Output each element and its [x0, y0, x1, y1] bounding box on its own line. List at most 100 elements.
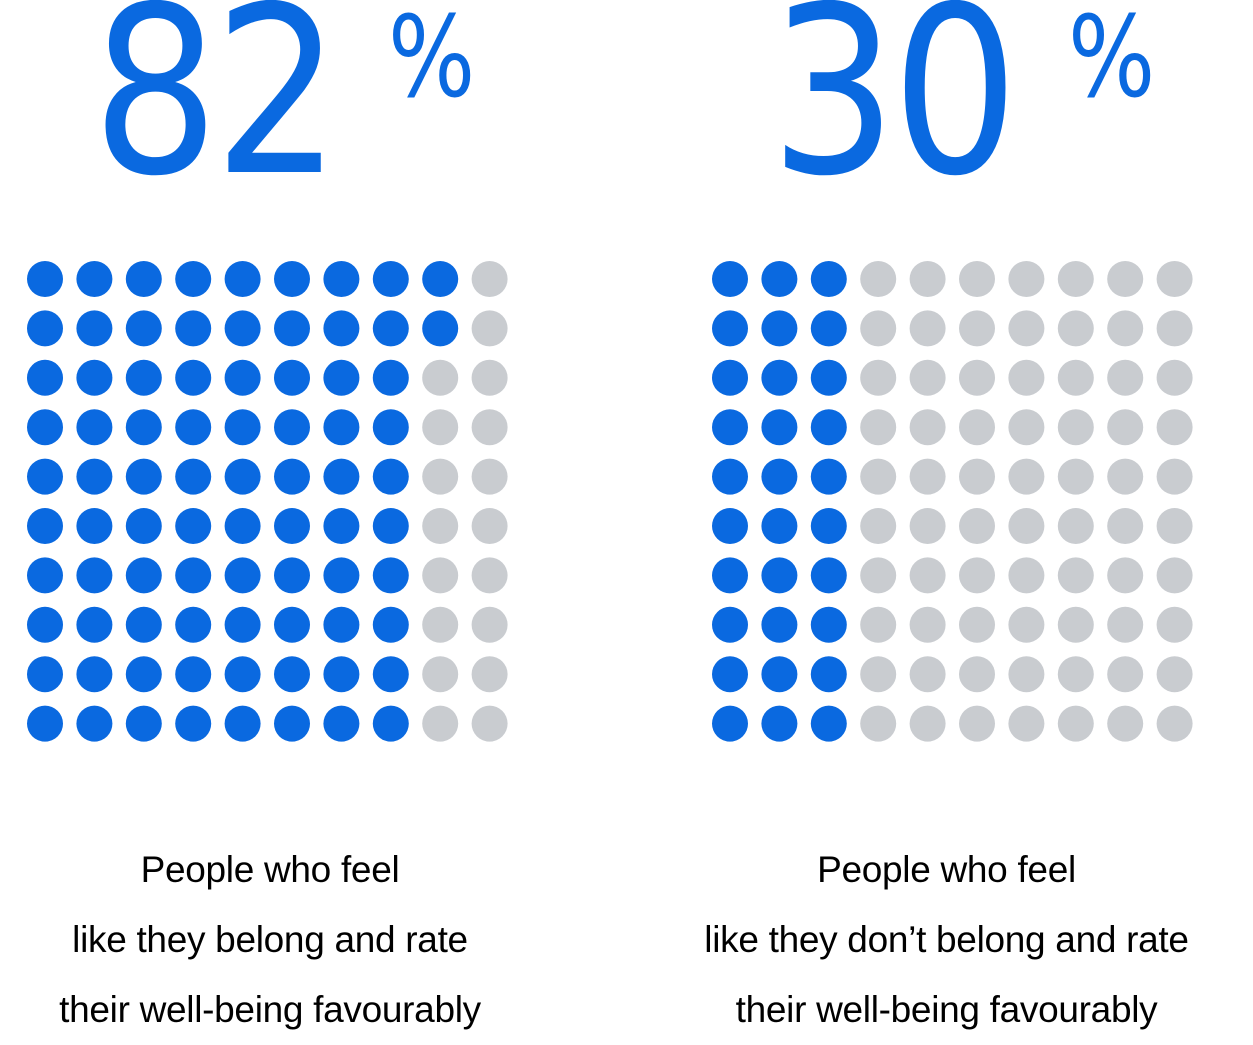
waffle-dot-filled	[224, 458, 261, 495]
waffle-dot-filled	[224, 508, 261, 544]
waffle-svg	[712, 261, 1193, 742]
waffle-dot-filled	[175, 557, 212, 594]
waffle-dot-empty	[471, 606, 508, 643]
waffle-dot-empty	[1008, 656, 1045, 693]
waffle-dot-empty	[909, 310, 946, 347]
waffle-dot-empty	[1057, 705, 1094, 742]
waffle-dot-empty	[1057, 409, 1094, 446]
waffle-dot-filled	[810, 656, 847, 693]
waffle-dot-empty	[422, 705, 459, 742]
waffle-dot-filled	[712, 656, 748, 693]
waffle-dot-empty	[471, 705, 508, 742]
waffle-dot-filled	[712, 557, 748, 594]
waffle-dot-filled	[27, 508, 63, 544]
waffle-dot-filled	[761, 310, 798, 347]
waffle-dot-filled	[224, 557, 261, 594]
waffle-dot-empty	[860, 557, 897, 594]
waffle-dot-filled	[274, 359, 310, 396]
waffle-dot-filled	[175, 606, 212, 643]
waffle-dot-empty	[1156, 261, 1193, 297]
waffle-dot-filled	[125, 359, 162, 396]
waffle-dot-filled	[323, 656, 360, 693]
waffle-dot-empty	[959, 705, 995, 742]
waffle-dot-filled	[76, 409, 113, 446]
waffle-dot-filled	[224, 606, 261, 643]
waffle-dot-filled	[175, 261, 212, 297]
waffle-dot-empty	[909, 656, 946, 693]
waffle-dot-empty	[959, 508, 995, 544]
waffle-dot-empty	[1008, 458, 1045, 495]
waffle-dot-empty	[1008, 606, 1045, 643]
waffle-dot-filled	[810, 359, 847, 396]
waffle-dot-filled	[372, 458, 409, 495]
waffle-dot-filled	[712, 310, 748, 347]
caption-belong: People who feel like they belong and rat…	[0, 835, 540, 1045]
waffle-dot-empty	[1057, 557, 1094, 594]
stat-value-not-belong: 30 %	[640, 0, 1253, 208]
waffle-dot-filled	[76, 656, 113, 693]
waffle-dot-empty	[909, 508, 946, 544]
waffle-dot-empty	[909, 557, 946, 594]
waffle-dot-filled	[27, 557, 63, 594]
waffle-dot-filled	[224, 359, 261, 396]
waffle-dot-empty	[1107, 310, 1144, 347]
waffle-dot-filled	[323, 458, 360, 495]
waffle-dot-empty	[959, 458, 995, 495]
waffle-dot-filled	[372, 359, 409, 396]
waffle-dot-filled	[274, 705, 310, 742]
waffle-dot-filled	[224, 705, 261, 742]
waffle-dot-filled	[125, 409, 162, 446]
waffle-dot-empty	[1107, 508, 1144, 544]
waffle-dot-filled	[761, 261, 798, 297]
percent-sign: %	[388, 0, 476, 123]
waffle-dot-filled	[372, 705, 409, 742]
waffle-dot-filled	[125, 705, 162, 742]
waffle-dot-filled	[323, 359, 360, 396]
waffle-dot-filled	[125, 606, 162, 643]
waffle-dot-filled	[274, 409, 310, 446]
waffle-dot-filled	[175, 705, 212, 742]
waffle-dot-filled	[810, 705, 847, 742]
waffle-dot-filled	[224, 310, 261, 347]
waffle-dot-empty	[909, 606, 946, 643]
waffle-dot-empty	[1057, 508, 1094, 544]
waffle-dot-empty	[1057, 458, 1094, 495]
waffle-dot-empty	[959, 656, 995, 693]
waffle-dot-empty	[860, 656, 897, 693]
waffle-dot-filled	[27, 606, 63, 643]
waffle-dot-filled	[175, 656, 212, 693]
waffle-dot-filled	[761, 656, 798, 693]
waffle-dot-filled	[712, 508, 748, 544]
waffle-dot-empty	[959, 261, 995, 297]
waffle-dot-empty	[909, 409, 946, 446]
waffle-dot-empty	[1107, 409, 1144, 446]
waffle-dot-filled	[27, 261, 63, 297]
waffle-dot-filled	[125, 458, 162, 495]
waffle-dot-empty	[1057, 310, 1094, 347]
waffle-dot-filled	[422, 261, 459, 297]
waffle-dot-empty	[860, 705, 897, 742]
waffle-dot-empty	[1156, 705, 1193, 742]
waffle-dot-filled	[761, 705, 798, 742]
waffle-dot-empty	[860, 606, 897, 643]
waffle-dot-filled	[274, 310, 310, 347]
waffle-dot-filled	[175, 409, 212, 446]
waffle-dot-filled	[323, 310, 360, 347]
waffle-dot-filled	[712, 606, 748, 643]
waffle-dot-filled	[372, 409, 409, 446]
waffle-dot-filled	[810, 557, 847, 594]
waffle-dot-filled	[27, 705, 63, 742]
waffle-dot-empty	[471, 359, 508, 396]
waffle-dot-empty	[860, 409, 897, 446]
waffle-dot-filled	[76, 606, 113, 643]
waffle-dot-empty	[1057, 359, 1094, 396]
waffle-dot-filled	[224, 261, 261, 297]
waffle-dot-filled	[372, 557, 409, 594]
waffle-dot-empty	[1008, 310, 1045, 347]
waffle-dot-filled	[372, 606, 409, 643]
waffle-dot-empty	[471, 508, 508, 544]
waffle-dot-empty	[1107, 606, 1144, 643]
waffle-dot-empty	[422, 458, 459, 495]
waffle-dot-filled	[274, 458, 310, 495]
caption-line: their well-being favourably	[735, 989, 1158, 1030]
